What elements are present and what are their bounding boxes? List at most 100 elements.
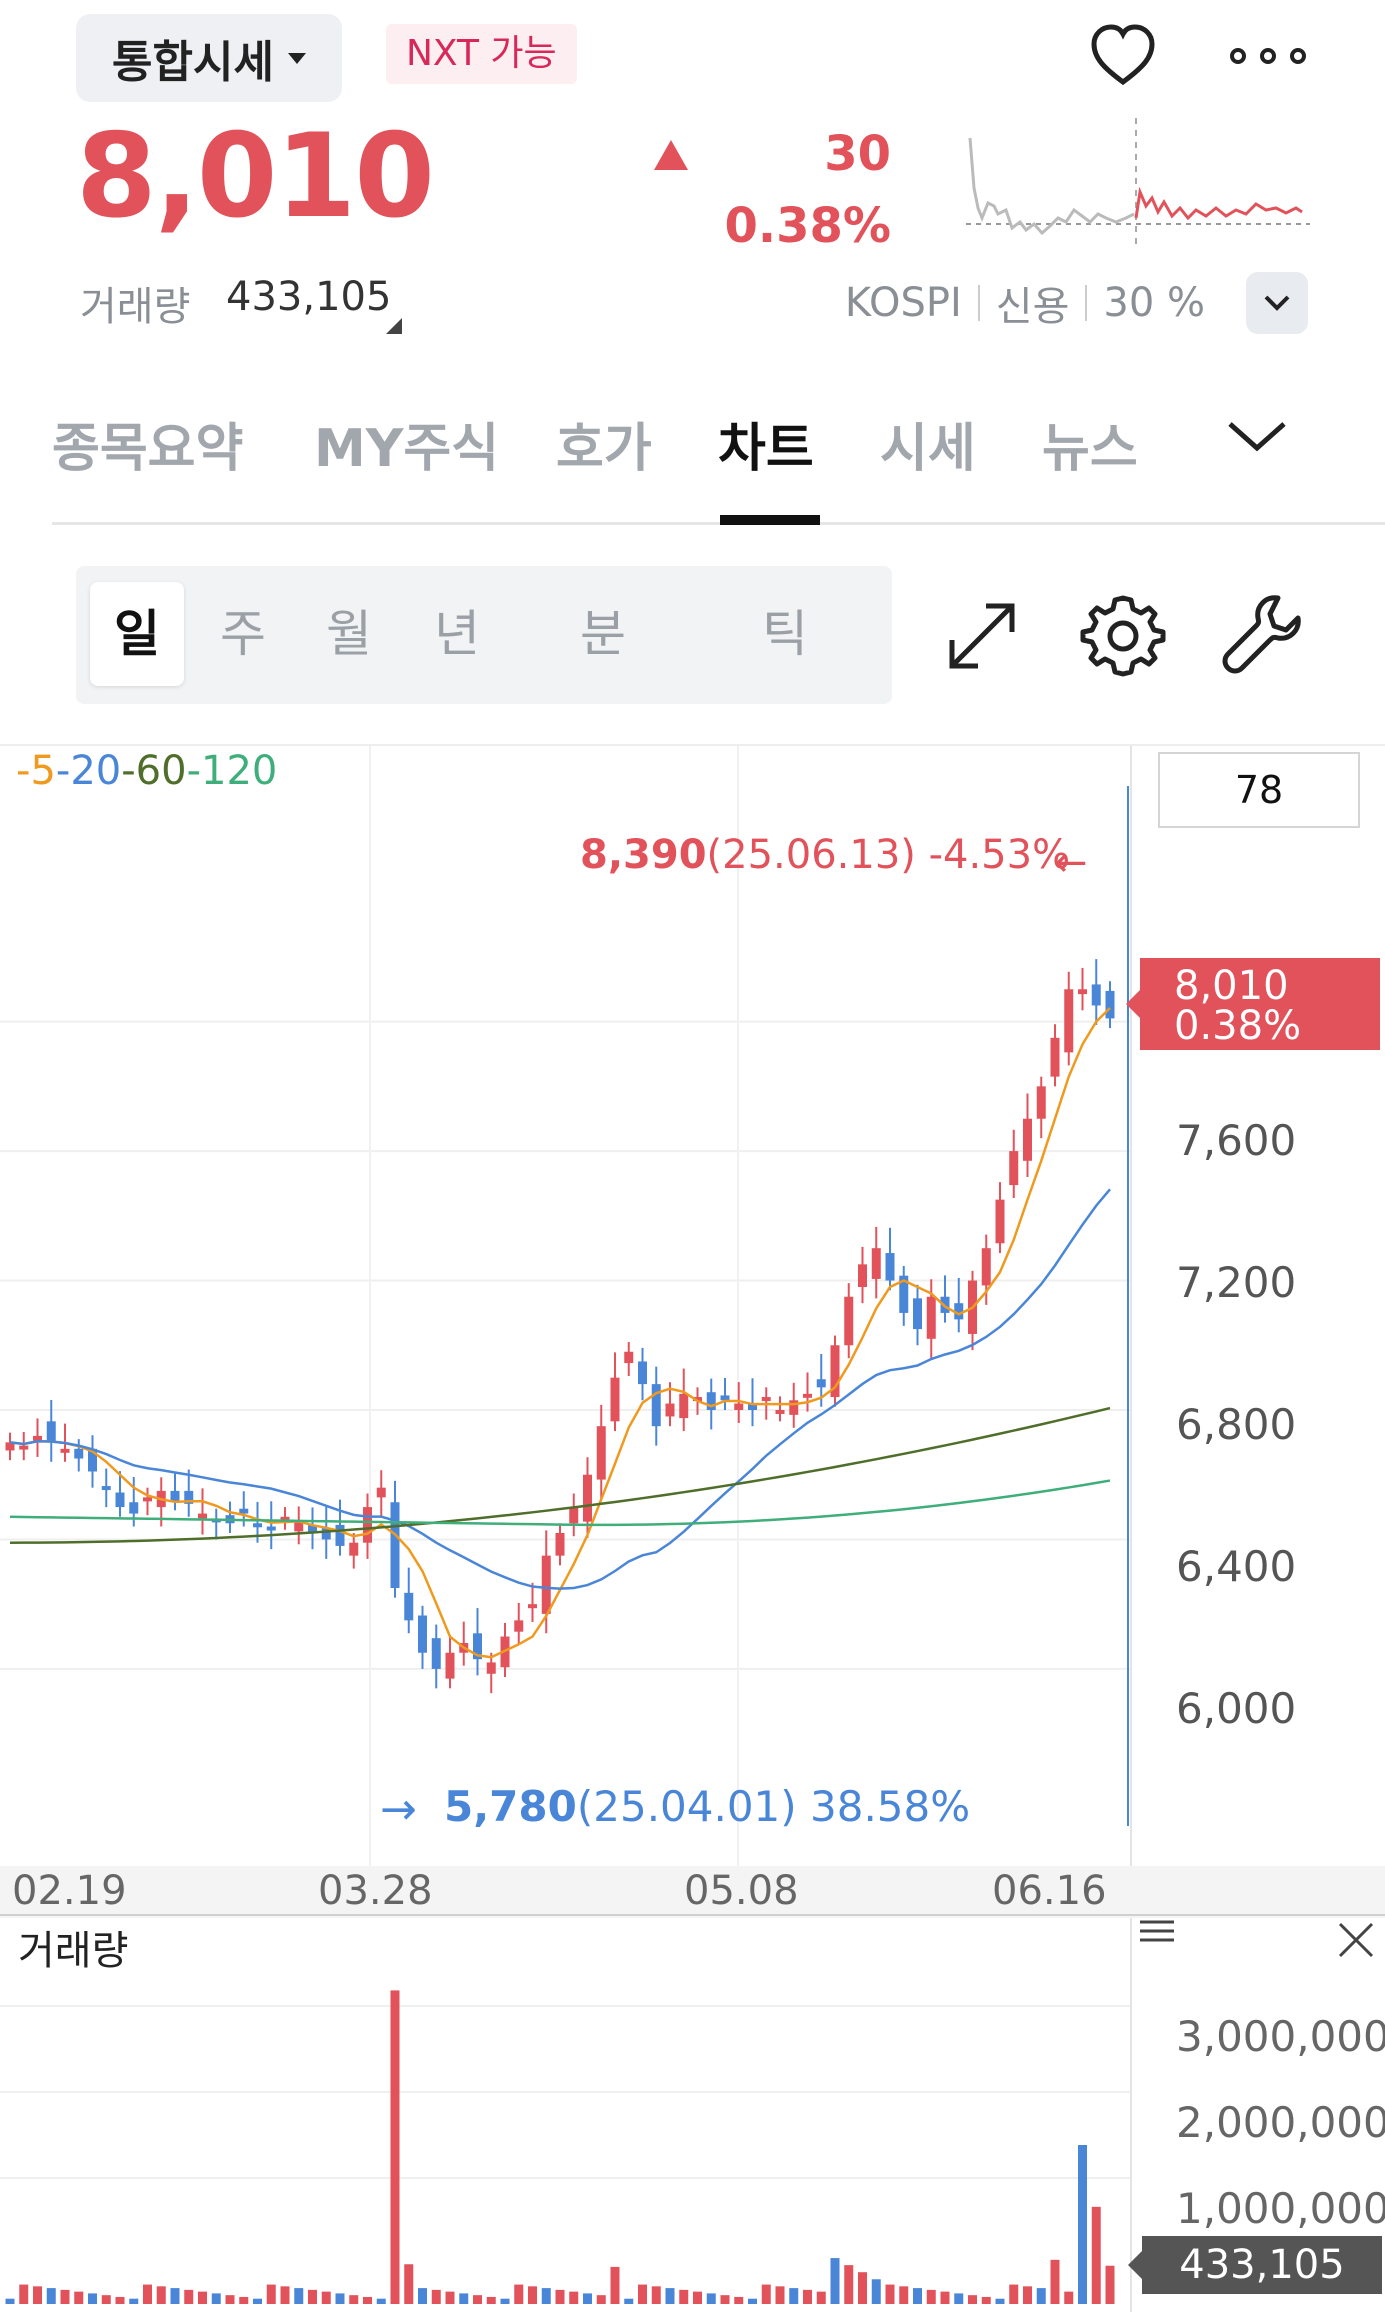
volume-bar: [46, 2288, 56, 2304]
moving-average-legend: -5 -20 -60 -120: [16, 748, 277, 794]
chevron-down-icon: [1264, 295, 1290, 311]
volume-bar: [995, 2298, 1005, 2304]
arrow-right-icon: →: [380, 1784, 417, 1835]
candle-body: [184, 1490, 194, 1504]
candle-body: [761, 1397, 771, 1402]
candle-body: [19, 1445, 29, 1450]
market-selector-button[interactable]: 통합시세: [76, 14, 342, 102]
tab-chart[interactable]: 차트: [718, 419, 814, 479]
volume-bar: [940, 2291, 950, 2304]
candle-body: [748, 1403, 757, 1410]
current-price-tag: 8,010 0.38%: [1126, 958, 1380, 1050]
volume-bar: [748, 2298, 757, 2304]
candle-body: [583, 1474, 592, 1522]
candle-body: [844, 1296, 854, 1346]
tab-orderbook[interactable]: 호가: [556, 419, 652, 479]
period-month[interactable]: 월: [326, 605, 372, 663]
x-tick-label: 02.19: [12, 1868, 127, 1914]
volume-bar: [335, 2293, 345, 2304]
candle-body: [376, 1487, 386, 1498]
volume-chart-canvas[interactable]: [0, 1916, 1130, 2312]
current-price-tag-value: 8,010: [1174, 963, 1289, 1009]
volume-bar: [404, 2264, 414, 2304]
tab-my-stock[interactable]: MY주식: [314, 419, 500, 479]
candle-body: [1078, 989, 1087, 995]
volume-bar: [968, 2295, 977, 2304]
volume-tick-label: 2,000,000: [1176, 2098, 1385, 2147]
volume-bar: [445, 2291, 455, 2304]
volume-bar: [486, 2296, 496, 2304]
candle-body: [418, 1615, 427, 1653]
candle-body: [253, 1523, 262, 1528]
expand-info-button[interactable]: [1246, 272, 1308, 334]
volume-bar: [473, 2295, 482, 2304]
close-icon[interactable]: [1336, 1920, 1376, 1960]
market-selector-label: 통합시세: [112, 37, 274, 88]
candle-body: [294, 1520, 304, 1532]
candle-body: [1105, 990, 1115, 1019]
chart-top-border: [0, 744, 1385, 746]
volume-value: 433,105: [226, 274, 392, 320]
volume-bar: [211, 2293, 221, 2304]
period-year[interactable]: 년: [434, 605, 480, 663]
x-axis-band: [0, 1866, 1385, 1918]
tab-quotes[interactable]: 시세: [880, 419, 976, 479]
divider: [1085, 285, 1088, 321]
volume-bar: [679, 2289, 689, 2304]
candle-body: [775, 1410, 785, 1414]
fullscreen-icon[interactable]: [940, 594, 1024, 678]
volume-bar: [101, 2295, 111, 2304]
more-icon[interactable]: [1228, 34, 1308, 78]
volume-bar: [555, 2289, 565, 2304]
candle-body: [885, 1253, 895, 1281]
candle-body: [541, 1555, 551, 1614]
tab-summary[interactable]: 종목요약: [52, 419, 244, 479]
candle-body: [803, 1393, 812, 1398]
wrench-icon[interactable]: [1218, 590, 1308, 680]
volume-bar: [170, 2288, 180, 2304]
volume-bar: [638, 2284, 647, 2304]
volume-divider: [0, 1914, 1385, 1916]
tab-news[interactable]: 뉴스: [1042, 419, 1138, 479]
volume-bar: [651, 2286, 661, 2304]
candle-body: [638, 1361, 647, 1385]
candle-body: [1050, 1037, 1060, 1077]
volume-bar: [1023, 2286, 1032, 2304]
y-tick-label: 6,800: [1176, 1400, 1297, 1449]
volume-bar: [253, 2298, 262, 2304]
volume-bar: [349, 2295, 359, 2304]
period-day[interactable]: 일: [90, 582, 184, 686]
high-price-annotation: 8,390(25.06.13) -4.53%: [580, 832, 1070, 878]
candle-body: [706, 1392, 716, 1410]
menu-icon[interactable]: [1138, 1918, 1178, 1946]
volume-bar: [954, 2293, 964, 2304]
period-tick[interactable]: 틱: [762, 605, 808, 663]
candle-body: [1064, 989, 1074, 1053]
price-axis-divider: [1130, 746, 1132, 2312]
candle-body: [88, 1448, 97, 1472]
volume-bar: [665, 2288, 675, 2304]
period-minute[interactable]: 분: [580, 605, 626, 663]
ma-dash: -: [186, 748, 202, 794]
volume-tick-label: 1,000,000: [1176, 2184, 1385, 2233]
volume-bar: [885, 2284, 895, 2304]
volume-bar: [1078, 2145, 1087, 2304]
heart-icon[interactable]: [1086, 18, 1160, 92]
corner-indicator-icon: [386, 318, 402, 334]
volume-bar: [775, 2286, 785, 2304]
tab-more-chevron-icon[interactable]: [1222, 416, 1292, 456]
period-week[interactable]: 주: [220, 605, 266, 663]
volume-bar: [321, 2291, 331, 2304]
high-price-detail: (25.06.13) -4.53%: [706, 832, 1071, 878]
credit-label: 신용: [995, 284, 1070, 330]
volume-bar: [789, 2288, 799, 2304]
indicator-value-box: 78: [1158, 752, 1360, 828]
candle-body: [528, 1604, 537, 1609]
volume-bar: [431, 2289, 441, 2304]
settings-gear-icon[interactable]: [1080, 592, 1166, 678]
intraday-sparkline: [966, 118, 1310, 248]
candle-body: [5, 1442, 15, 1451]
candle-body: [926, 1296, 936, 1339]
price-chart-canvas[interactable]: [0, 746, 1130, 1866]
candle-body: [679, 1393, 689, 1419]
